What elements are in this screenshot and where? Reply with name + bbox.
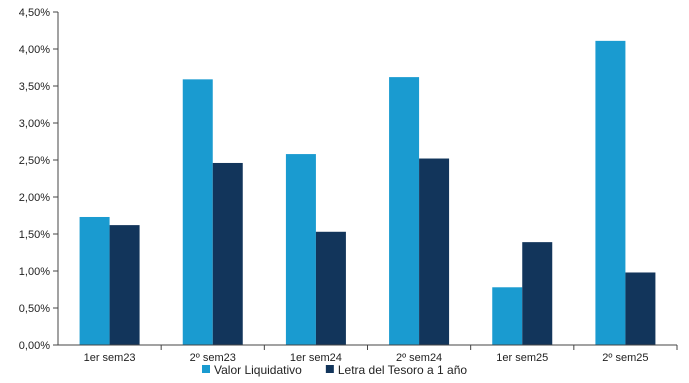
x-tick-label: 1er sem24 (290, 352, 342, 364)
y-tick-label: 3,00% (19, 118, 50, 130)
y-tick-label: 0,50% (19, 303, 50, 315)
bar-letra-tesoro-2 (315, 231, 346, 345)
bar-valor-liquidativo-5 (595, 40, 626, 346)
bar-letra-tesoro-0 (109, 225, 140, 345)
x-axis-ticks: 1er sem23 2º sem23 1er sem24 2º sem24 1er se… (84, 345, 678, 364)
bars (79, 40, 656, 346)
y-tick-label: 4,50% (19, 7, 50, 19)
legend-swatch (202, 365, 210, 373)
legend-swatch (325, 365, 334, 373)
bar-letra-tesoro-4 (522, 242, 553, 345)
y-tick-label: 4,00% (19, 44, 50, 56)
y-tick-label: 3,50% (19, 81, 50, 93)
y-tick-label: 2,00% (19, 192, 50, 204)
x-tick-label: 1er sem25 (496, 352, 548, 364)
bar-valor-liquidativo-1 (182, 79, 213, 345)
bar-letra-tesoro-5 (625, 272, 656, 345)
y-tick-label: 1,50% (19, 229, 50, 241)
bar-valor-liquidativo-0 (79, 216, 110, 345)
x-tick-label: 1er sem23 (84, 352, 136, 364)
legend-label: Letra del Tesoro a 1 año (338, 363, 468, 377)
bar-letra-tesoro-3 (419, 158, 450, 345)
bar-letra-tesoro-1 (212, 162, 243, 345)
x-tick-label: 2º sem23 (190, 352, 236, 364)
y-tick-label: 0,00% (19, 340, 50, 352)
x-tick-label: 2º sem25 (602, 352, 648, 364)
bar-valor-liquidativo-3 (389, 77, 420, 346)
bar-valor-liquidativo-4 (492, 287, 523, 345)
y-axis-ticks: 0,00% 0,50% 1,00% 1,50% 2,00% 2,50% 3,00% 3,50%… (19, 7, 58, 352)
x-tick-label: 2º sem24 (396, 352, 442, 364)
y-tick-label: 2,50% (19, 155, 50, 167)
legend: Valor Liquidativo Letra del Tesoro a 1 añ… (202, 363, 467, 377)
legend-label: Valor Liquidativo (214, 363, 302, 377)
bar-valor-liquidativo-2 (285, 154, 316, 345)
y-tick-label: 1,00% (19, 266, 50, 278)
